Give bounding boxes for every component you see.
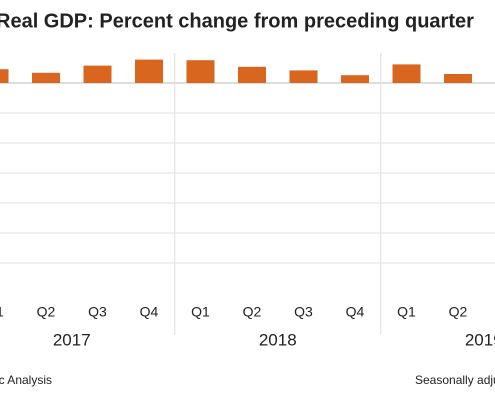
x-tick-label: Q1 [191, 304, 210, 320]
bar [186, 60, 215, 83]
x-tick-label: Q2 [37, 304, 56, 320]
x-tick-label: Q4 [346, 304, 365, 320]
x-tick-label: Q1 [0, 304, 4, 320]
bar [135, 59, 163, 83]
x-tick-label: Q3 [294, 304, 313, 320]
x-tick-label: Q2 [243, 304, 262, 320]
year-label: 2018 [259, 330, 297, 349]
x-tick-label: Q1 [397, 304, 416, 320]
footnote: Seasonally adjusted at annual rates [415, 373, 495, 387]
chart-title: Real GDP: Percent change from preceding … [0, 10, 474, 32]
year-label: 2019 [465, 330, 495, 349]
x-tick-label: Q2 [449, 304, 468, 320]
bar [289, 70, 318, 83]
x-tick-label: Q4 [140, 304, 159, 320]
source-note: Source: U.S. Bureau of Economic Analysis [0, 373, 52, 387]
bar [0, 69, 9, 83]
bar [444, 74, 472, 83]
bar [32, 72, 60, 83]
x-tick-label: Q3 [88, 304, 107, 320]
bar [341, 75, 369, 83]
bar [83, 65, 112, 83]
year-label: 2017 [53, 330, 91, 349]
bar [392, 64, 421, 83]
bar [238, 66, 266, 83]
